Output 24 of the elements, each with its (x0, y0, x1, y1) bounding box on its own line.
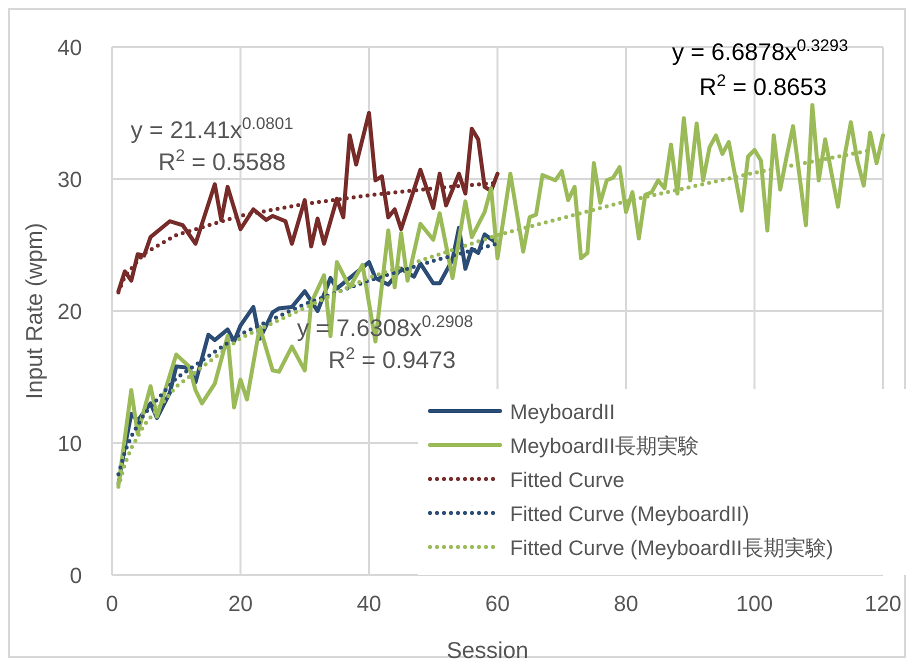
x-tick-label: 100 (736, 591, 773, 616)
x-tick-label: 0 (106, 591, 118, 616)
annotation: R$^{2}$ = 0.5588 (158, 146, 286, 176)
y-tick-label: 40 (58, 35, 82, 60)
legend-label: Fitted Curve (MeyboardII) (510, 503, 750, 526)
x-tick-label: 120 (864, 591, 902, 616)
annotation: y = 21.41x$^{0.0801}$ (130, 114, 294, 144)
y-tick-label: 10 (58, 431, 82, 456)
legend-label: Fitted Curve (MeyboardII長期実験) (510, 537, 834, 560)
x-tick-label: 20 (228, 591, 253, 616)
legend-label: MeyboardII (510, 401, 616, 424)
x-axis-title: Session (446, 637, 528, 663)
x-tick-label: 80 (614, 591, 638, 616)
annotation: y = 6.6878x$^{0.3293}$ (672, 36, 848, 66)
x-tick-label: 40 (356, 591, 382, 616)
annotation: R$^{2}$ = 0.9473 (328, 344, 456, 374)
y-tick-label: 30 (58, 167, 82, 192)
legend-label: MeyboardII長期実験 (510, 435, 700, 458)
y-tick-label: 20 (58, 299, 82, 324)
y-axis-title: Input Rate (wpm) (21, 222, 47, 400)
x-tick-label: 60 (485, 591, 510, 616)
y-tick-label: 0 (70, 563, 82, 588)
annotation: R$^{2}$ = 0.8653 (699, 70, 827, 101)
legend-label: Fitted Curve (510, 469, 624, 492)
